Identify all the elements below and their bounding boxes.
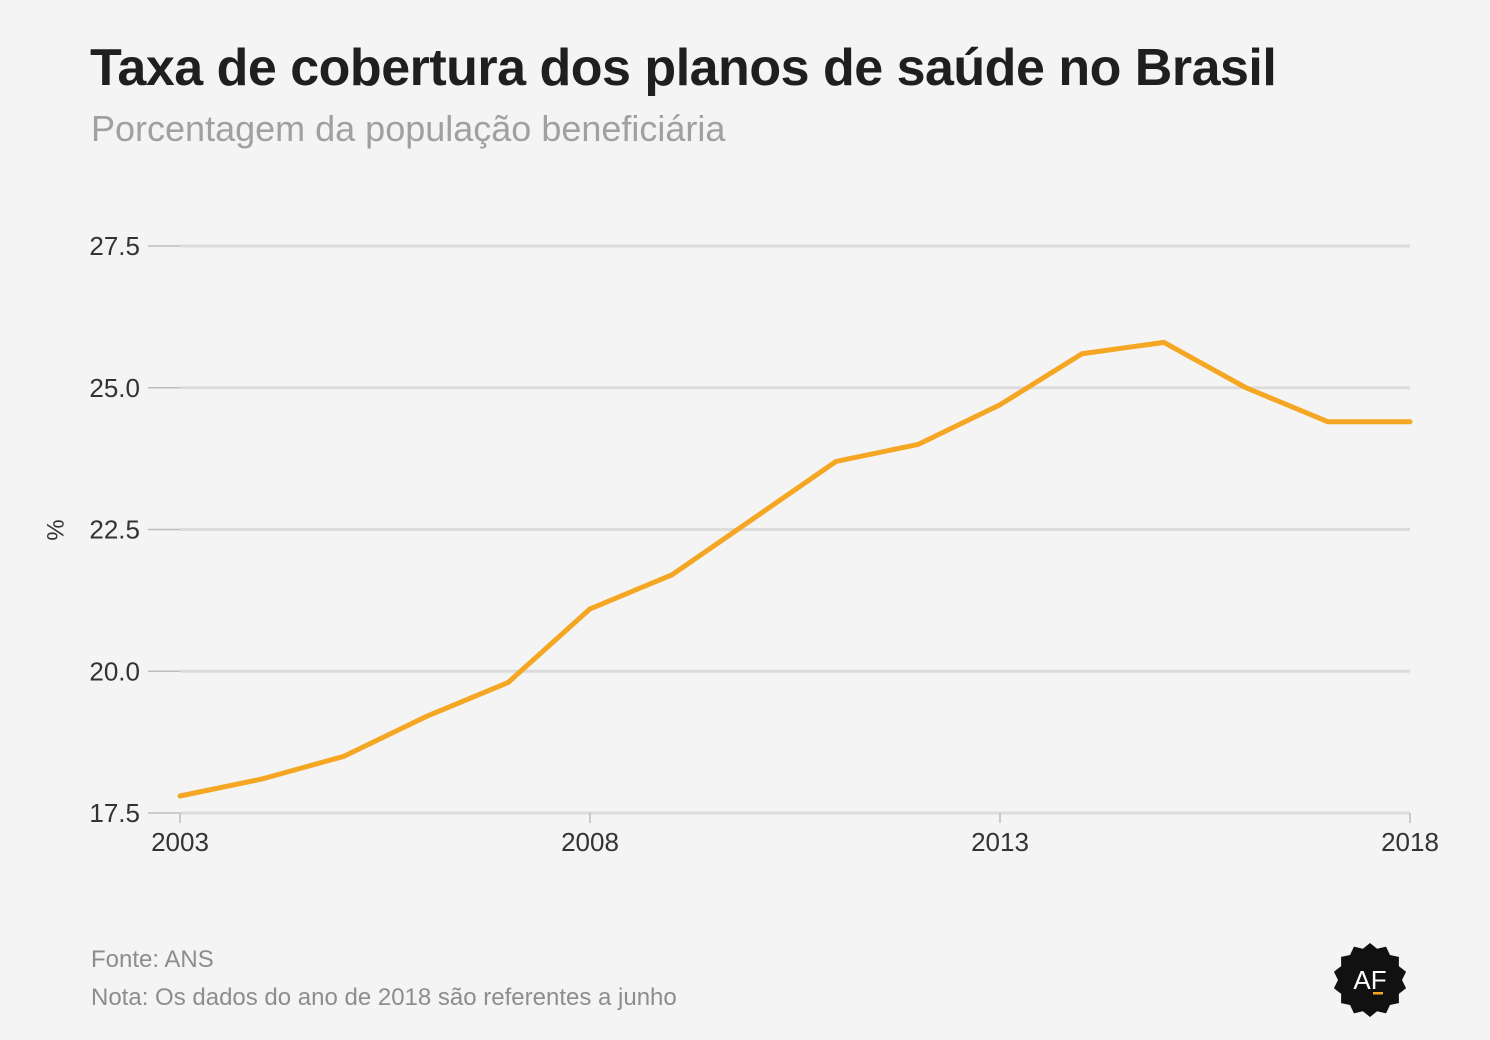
data-point: [423, 714, 429, 720]
data-point: [1243, 385, 1249, 391]
data-point: [341, 753, 347, 759]
data-point: [997, 402, 1003, 408]
data-point: [1407, 419, 1413, 425]
data-point: [669, 572, 675, 578]
chart-title: Taxa de cobertura dos planos de saúde no…: [90, 39, 1277, 97]
data-point: [1161, 339, 1167, 345]
data-point: [1079, 351, 1085, 357]
x-tick-label: 2008: [561, 827, 619, 857]
y-tick-label: 27.5: [89, 231, 140, 261]
axis-layer: 17.5 20.0 22.5 25.0 27.5 2003 2008 2013 2018%: [41, 231, 1439, 857]
y-tick-label: 17.5: [89, 798, 140, 828]
grid-layer: [148, 244, 1410, 815]
series-line: [179, 339, 1410, 799]
x-tick-label: 2003: [151, 827, 209, 857]
x-tick-label: 2013: [971, 827, 1029, 857]
data-point: [1325, 419, 1331, 425]
data-point: [177, 793, 183, 799]
source-note: Fonte: ANS: [91, 946, 214, 973]
footnote: Nota: Os dados do ano de 2018 são refere…: [91, 984, 677, 1011]
y-axis-label: %: [41, 519, 68, 540]
x-tick-label: 2018: [1381, 827, 1439, 857]
data-point: [505, 680, 511, 686]
y-tick-label: 22.5: [89, 515, 140, 545]
data-point: [259, 776, 265, 782]
line-chart: 17.5 20.0 22.5 25.0 27.5 2003 2008 2013 2018%: [41, 231, 1439, 857]
data-point: [587, 606, 593, 612]
logo-accent: [1373, 992, 1383, 995]
y-tick-label: 25.0: [89, 373, 140, 403]
series-layer: [177, 339, 1413, 799]
data-point: [915, 441, 921, 447]
af-badge-icon: AF: [1333, 943, 1407, 1017]
chart-subtitle: Porcentagem da população beneficiária: [91, 108, 726, 149]
data-point: [833, 458, 839, 464]
y-tick-label: 20.0: [89, 656, 140, 686]
logo-text: AF: [1353, 965, 1386, 995]
data-point: [751, 515, 757, 521]
